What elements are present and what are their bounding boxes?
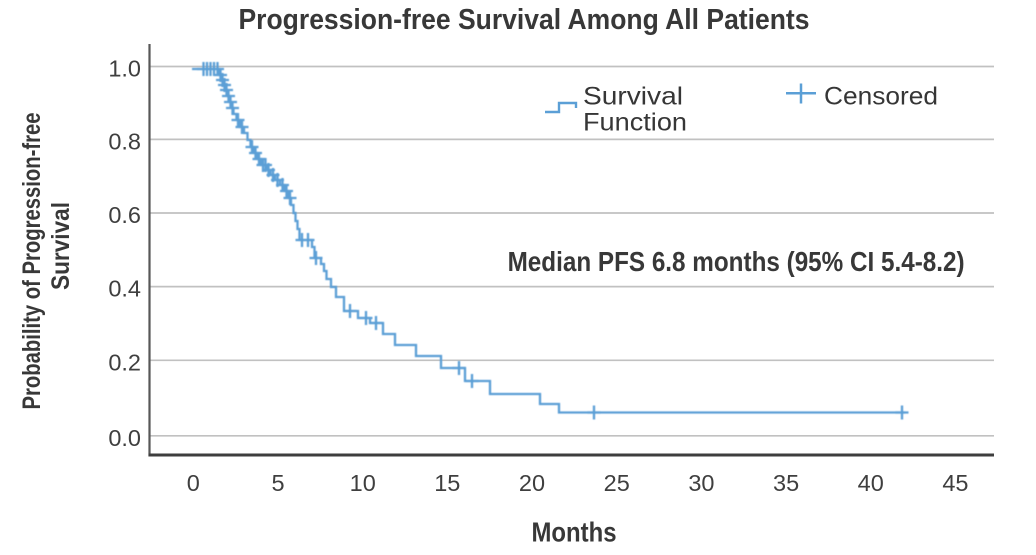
svg-text:35: 35 xyxy=(773,470,799,496)
svg-text:0.8: 0.8 xyxy=(108,128,141,154)
svg-text:Median PFS 6.8 months (95% CI: Median PFS 6.8 months (95% CI 5.4-8.2) xyxy=(508,246,965,277)
svg-text:Probability of Progression-fre: Probability of Progression-free xyxy=(18,112,46,409)
svg-text:Function: Function xyxy=(583,108,687,136)
svg-text:Censored: Censored xyxy=(824,82,938,110)
svg-text:1.0: 1.0 xyxy=(108,56,141,82)
svg-text:25: 25 xyxy=(604,470,630,496)
svg-text:Progression-free Survival Amon: Progression-free Survival Among All Pati… xyxy=(239,4,810,36)
svg-text:Survival: Survival xyxy=(583,82,683,110)
svg-text:15: 15 xyxy=(434,470,460,496)
svg-text:30: 30 xyxy=(688,470,714,496)
svg-text:0.6: 0.6 xyxy=(108,202,141,228)
svg-text:Survival: Survival xyxy=(47,202,75,290)
svg-text:Months: Months xyxy=(532,517,617,548)
svg-text:0.4: 0.4 xyxy=(108,276,141,302)
svg-text:40: 40 xyxy=(858,470,884,496)
svg-text:0.0: 0.0 xyxy=(108,425,141,451)
svg-text:5: 5 xyxy=(271,470,284,496)
svg-text:10: 10 xyxy=(350,470,376,496)
svg-text:20: 20 xyxy=(519,470,545,496)
svg-text:0.2: 0.2 xyxy=(108,349,141,375)
svg-text:45: 45 xyxy=(942,470,968,496)
svg-text:0: 0 xyxy=(187,470,200,496)
